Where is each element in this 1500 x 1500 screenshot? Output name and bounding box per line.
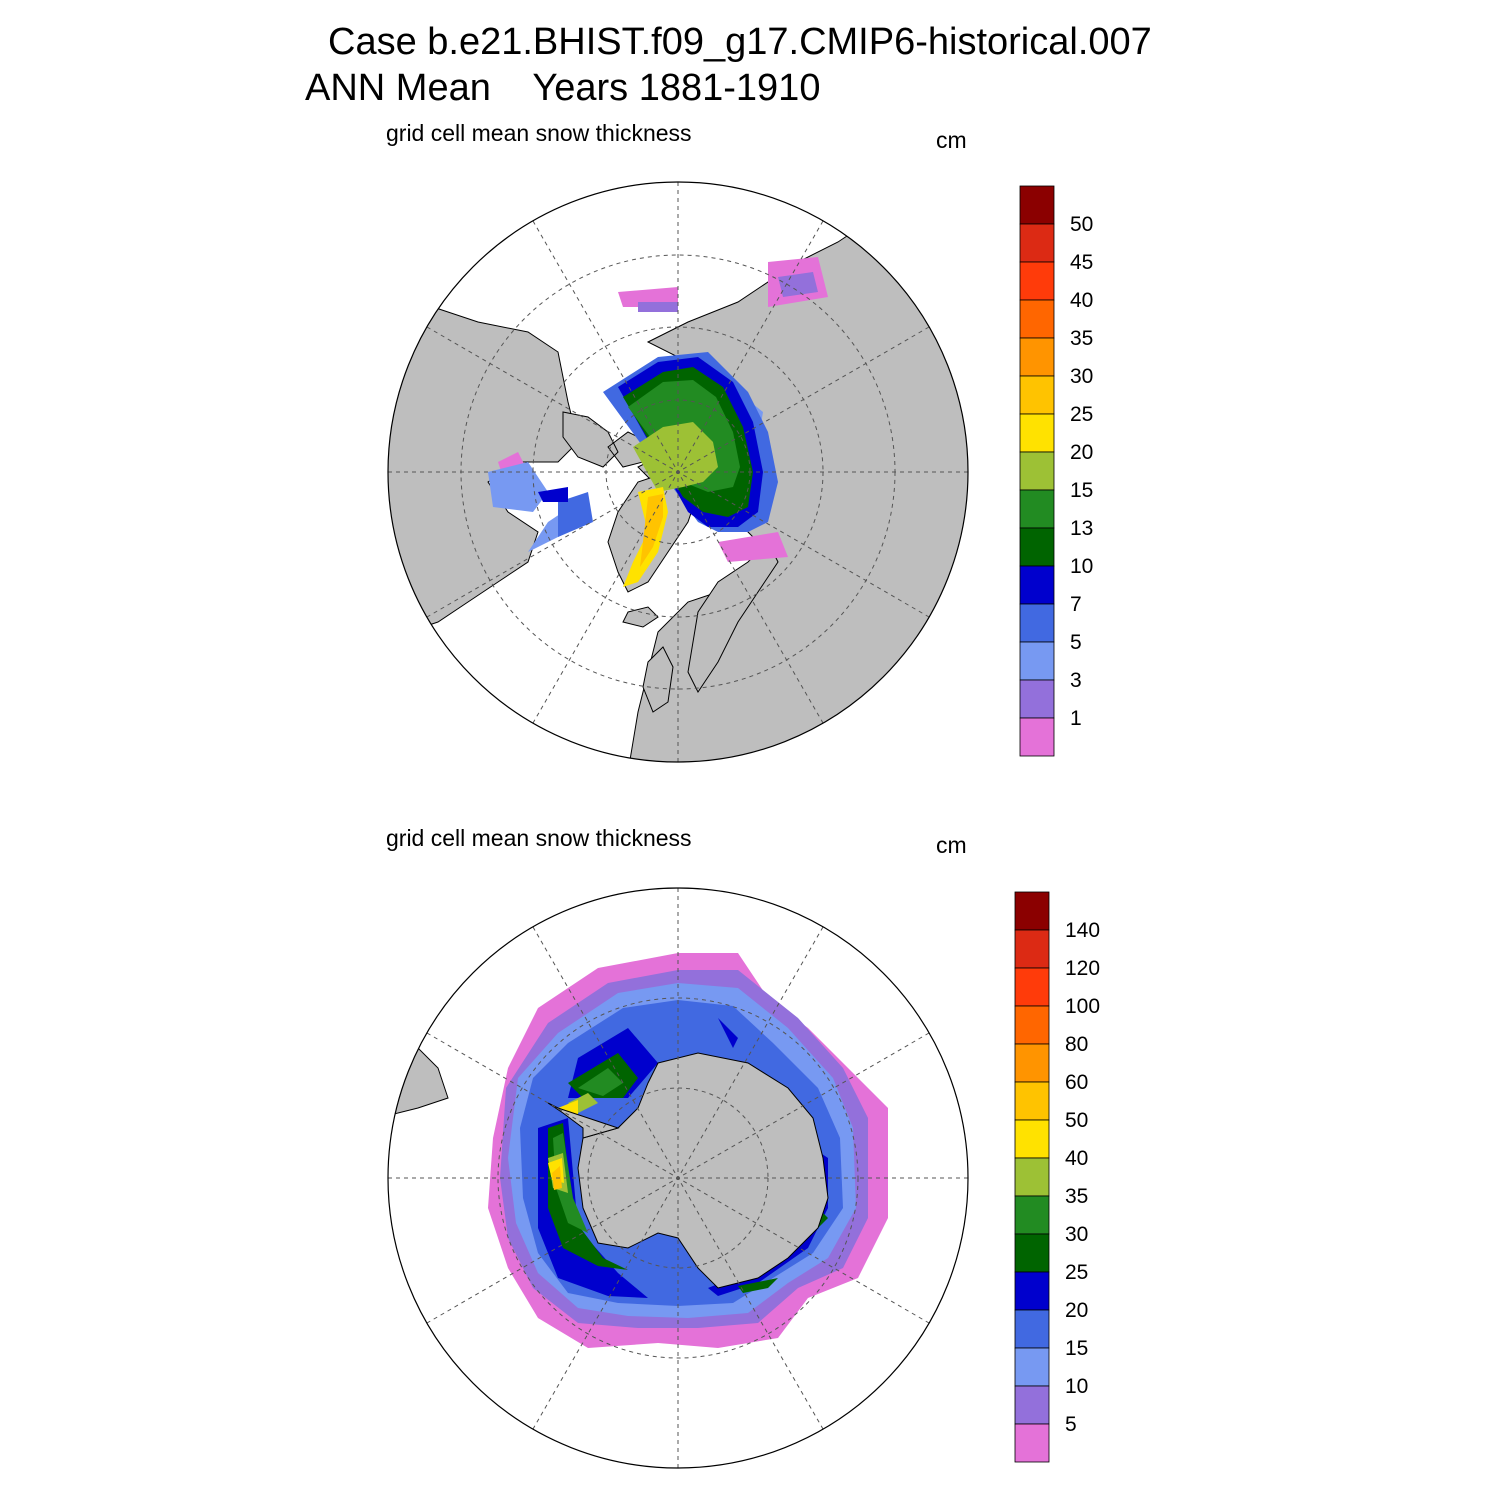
south-colorbar-label: 100 [1065,995,1100,1018]
north-colorbar-label: 7 [1070,593,1082,616]
north-colorbar-swatch [1019,185,1055,225]
north-colorbar-label: 25 [1070,403,1093,426]
figure-title-line1: Case b.e21.BHIST.f09_g17.CMIP6-historica… [328,21,1152,63]
south-colorbar-label: 50 [1065,1109,1088,1132]
north-colorbar-swatch [1019,223,1055,263]
south-colorbar-label: 20 [1065,1299,1088,1322]
north-colorbar-label: 1 [1070,707,1082,730]
north-band-20 [633,422,718,492]
south-colorbar-label: 60 [1065,1071,1088,1094]
south-graticule [388,888,968,1468]
south-colorbar-label: 15 [1065,1337,1088,1360]
north-land-scandinavia [687,541,779,693]
south-colorbar-label: 30 [1065,1223,1088,1246]
north-colorbar-label: 45 [1070,251,1093,274]
north-colorbar-label: 13 [1070,517,1093,540]
south-colorbar-swatch [1014,1347,1050,1387]
south-colorbar-swatch [1014,1271,1050,1311]
north-graticule [388,182,968,762]
figure-title-line2: ANN Mean Years 1881-1910 [305,67,821,109]
north-colorbar-swatch [1019,413,1055,453]
north-colorbar-label: 10 [1070,555,1093,578]
south-colorbar-label: 140 [1065,919,1100,942]
south-colorbar-swatch [1014,1119,1050,1159]
north-land-britain [642,646,674,713]
south-colorbar-label: 40 [1065,1147,1088,1170]
south-colorbar-swatch [1014,1385,1050,1425]
south-colorbar-label: 5 [1065,1413,1077,1436]
south-colorbar-swatch [1014,1309,1050,1349]
south-colorbar-swatch [1014,891,1050,931]
south-subtitle: grid cell mean snow thickness [386,825,692,851]
south-band-35 [553,1068,623,1233]
north-colorbar-swatch [1019,337,1055,377]
north-colorbar-label: 40 [1070,289,1093,312]
north-colorbar-swatch [1019,375,1055,415]
south-land-antarctic-peninsula [547,1102,620,1139]
south-colorbar-swatch [1014,967,1050,1007]
north-colorbar-label: 20 [1070,441,1093,464]
north-colorbar-swatch [1019,299,1055,339]
north-colorbar-swatch [1019,489,1055,529]
south-colorbar-swatch [1014,1195,1050,1235]
north-band-30 [640,494,663,567]
north-colorbar-label: 50 [1070,213,1093,236]
south-colorbar-label: 80 [1065,1033,1088,1056]
north-colorbar-swatch [1019,717,1055,757]
north-colorbar-swatch [1019,451,1055,491]
south-colorbar-swatch [1014,1233,1050,1273]
south-colorbar: 140 120 100 80 60 50 40 35 30 25 20 15 10 5 [1014,891,1100,1463]
north-colorbar-label: 3 [1070,669,1082,692]
south-colorbar-label: 35 [1065,1185,1088,1208]
north-colorbar-label: 30 [1070,365,1093,388]
south-polar-map [387,887,969,1469]
north-polar-map [387,181,969,763]
south-colorbar-swatch [1014,1157,1050,1197]
north-colorbar-swatch [1019,565,1055,605]
north-colorbar-swatch [1019,679,1055,719]
north-land-iceland [622,606,659,628]
south-units: cm [936,832,967,858]
south-colorbar-swatch [1014,929,1050,969]
north-colorbar-swatch [1019,261,1055,301]
north-colorbar: 50 45 40 35 30 25 20 15 13 10 7 5 3 1 [1019,185,1093,757]
north-colorbar-label: 35 [1070,327,1093,350]
north-colorbar-swatch [1019,603,1055,643]
south-colorbar-label: 120 [1065,957,1100,980]
south-band-50 [548,1100,578,1183]
north-colorbar-label: 5 [1070,631,1082,654]
north-units: cm [936,127,967,153]
north-colorbar-label: 15 [1070,479,1093,502]
south-colorbar-swatch [1014,1423,1050,1463]
south-colorbar-swatch [1014,1081,1050,1121]
north-colorbar-swatch [1019,527,1055,567]
south-colorbar-swatch [1014,1043,1050,1083]
south-colorbar-swatch [1014,1005,1050,1045]
north-subtitle: grid cell mean snow thickness [386,120,692,146]
south-colorbar-label: 25 [1065,1261,1088,1284]
north-colorbar-swatch [1019,641,1055,681]
south-colorbar-label: 10 [1065,1375,1088,1398]
